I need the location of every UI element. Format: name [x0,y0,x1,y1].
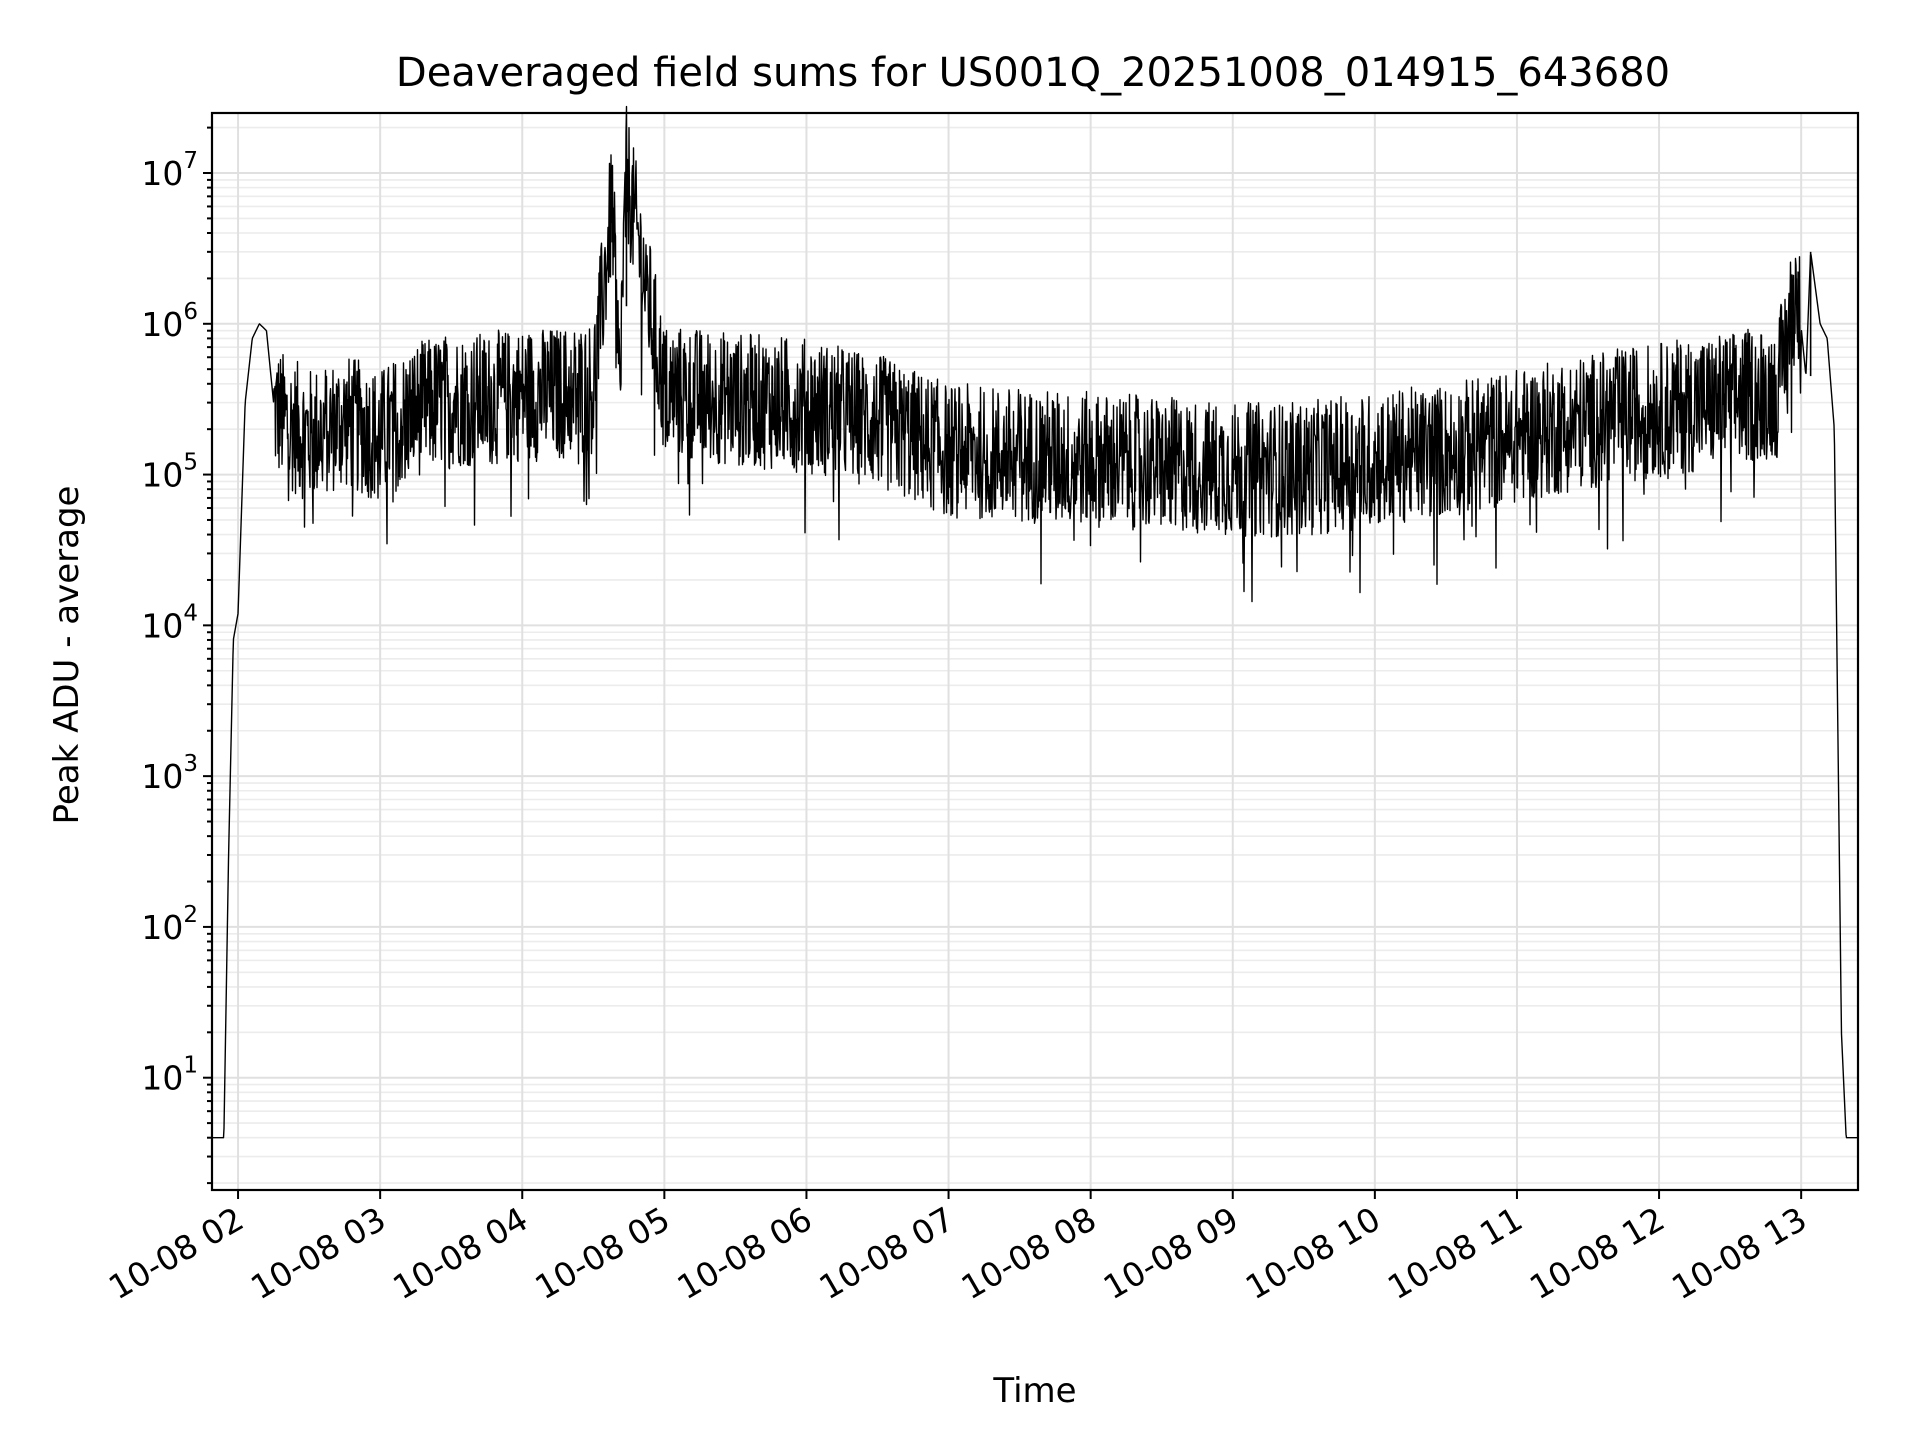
y-tick-label: 107 [141,148,198,193]
y-tick-label: 106 [141,299,198,344]
chart-title: Deaveraged field sums for US001Q_2025100… [396,50,1670,96]
x-axis-label: Time [992,1371,1076,1411]
plot-frame [210,111,1860,1192]
y-tick-label: 101 [141,1053,198,1098]
y-tick-label: 103 [141,751,198,796]
y-tick-label: 104 [141,600,198,645]
grid [212,113,1858,1190]
series-line [211,105,1859,1139]
y-tick-label: 102 [141,902,198,947]
y-axis-label: Peak ADU - average [47,486,87,825]
series-layer [211,105,1859,1139]
y-axis: 101 102 103 104 105 106 107 [141,126,212,1185]
y-tick-label: 105 [141,450,198,495]
